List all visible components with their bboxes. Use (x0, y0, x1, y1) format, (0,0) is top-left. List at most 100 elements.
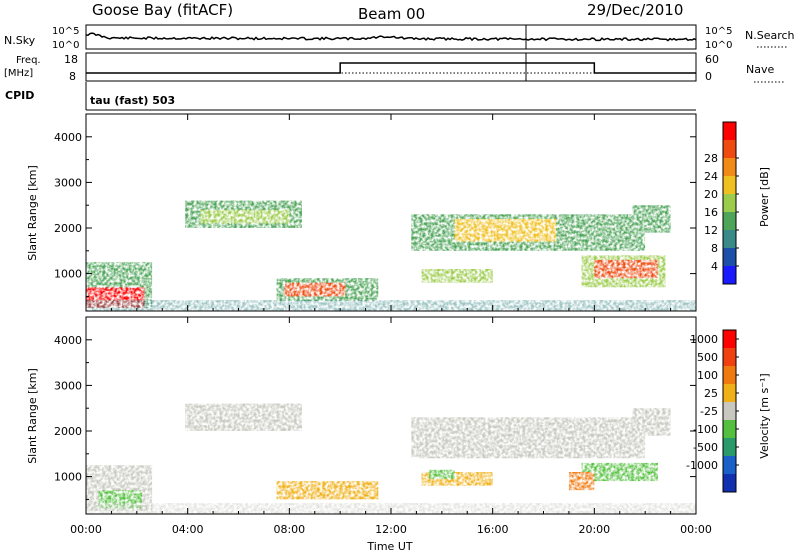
frequency-panel: Freq. [MHz] 18 8 60 0 Nave CPID tau (fas… (4, 52, 784, 111)
colorbar-swatch (723, 348, 736, 366)
y-tick-label: 2000 (54, 222, 82, 235)
x-tick-label: 00:00 (70, 523, 102, 536)
colorbar-tick-label: -1000 (686, 459, 718, 472)
colorbar-tick-label: 20 (704, 188, 718, 201)
y-tick-label: 1000 (54, 471, 82, 484)
velocity-data-layer (86, 403, 696, 514)
cpid-label: CPID (5, 89, 34, 102)
velocity-x-ticks: 00:00 04:00 08:00 12:00 16:00 20:00 00:00 (70, 114, 712, 536)
velocity-colorbar: 1000 500 100 25 -25 -100 -500 -1000 (686, 329, 739, 493)
y-tick-label: 3000 (54, 379, 82, 392)
frequency-trace (86, 62, 696, 74)
velocity-colorbar-label: Velocity [m s⁻¹] (758, 373, 771, 458)
frequency-label-bottom: [MHz] (4, 68, 33, 79)
frequency-tick-bottom: 8 (69, 70, 76, 83)
colorbar-swatch (723, 456, 736, 474)
y-tick-label: 1000 (54, 268, 82, 281)
colorbar-swatch (723, 438, 736, 456)
x-tick-label: 00:00 (680, 523, 712, 536)
colorbar-tick-label: 28 (704, 152, 718, 165)
nave-tick-top: 60 (705, 53, 719, 66)
power-y-ticks: 1000 2000 3000 4000 (54, 131, 696, 297)
colorbar-swatch (723, 420, 736, 438)
x-tick-label: 04:00 (172, 523, 204, 536)
frequency-tick-top: 18 (64, 53, 78, 66)
noise-left-tick-bottom: 10^0 (52, 40, 79, 51)
frequency-label-top: Freq. (16, 55, 41, 66)
colorbar-tick-label: 25 (704, 387, 718, 400)
velocity-panel-frame (85, 316, 697, 515)
colorbar-swatch (723, 122, 736, 140)
data-region (568, 472, 595, 491)
velocity-x-axis-label: Time UT (366, 540, 412, 553)
data-region (594, 259, 658, 279)
noise-trace (85, 32, 697, 42)
data-region (284, 282, 346, 297)
noise-right-tick-top: 10^5 (705, 26, 732, 37)
nave-tick-bottom: 0 (705, 70, 712, 83)
colorbar-swatch (723, 402, 736, 420)
colorbar-swatch (723, 158, 736, 176)
colorbar-tick-label: -100 (693, 423, 718, 436)
y-tick-label: 2000 (54, 425, 82, 438)
colorbar-tick-label: 100 (697, 369, 718, 382)
data-region (185, 403, 302, 431)
colorbar-swatch (723, 212, 736, 230)
power-panel: 1000 2000 3000 4000 Slant Range [km] 4 8 12 16… (26, 113, 771, 312)
colorbar-tick-label: -500 (693, 441, 718, 454)
colorbar-tick-label: 4 (711, 260, 718, 273)
date-title: 29/Dec/2010 (587, 1, 683, 19)
noise-left-tick-top: 10^5 (52, 26, 79, 37)
velocity-panel: 1000 2000 3000 4000 Slant Range [km] 1000 50… (26, 114, 771, 553)
colorbar-swatch (723, 176, 736, 194)
colorbar-swatch (723, 366, 736, 384)
data-region (632, 205, 671, 233)
x-tick-label: 20:00 (578, 523, 610, 536)
x-tick-label: 12:00 (375, 523, 407, 536)
noise-right-label: N.Search (745, 29, 795, 42)
colorbar-frame (722, 121, 737, 285)
frequency-panel-frame (85, 52, 697, 82)
x-tick-label: 16:00 (477, 523, 509, 536)
power-y-axis-label: Slant Range [km] (26, 165, 39, 261)
colorbar-swatch (723, 384, 736, 402)
data-region (632, 408, 671, 436)
data-region (200, 209, 290, 224)
noise-panel-frame (85, 24, 697, 50)
x-tick-label: 08:00 (273, 523, 305, 536)
data-region (581, 462, 658, 482)
velocity-y-axis-label: Slant Range [km] (26, 368, 39, 464)
station-title: Goose Bay (fitACF) (92, 1, 233, 19)
colorbar-swatch (723, 330, 736, 348)
nave-label: Nave (746, 63, 774, 76)
colorbar-swatch (723, 194, 736, 212)
y-tick-label: 4000 (54, 131, 82, 144)
colorbar-tick-label: 500 (697, 351, 718, 364)
colorbar-tick-label: 12 (704, 224, 718, 237)
data-region (411, 417, 646, 459)
colorbar-tick-label: 1000 (690, 333, 718, 346)
colorbar-tick-label: 16 (704, 206, 718, 219)
colorbar-tick-label: 8 (711, 242, 718, 255)
noise-right-tick-bottom: 10^0 (705, 40, 732, 51)
data-region (454, 218, 557, 242)
power-colorbar-label: Power [dB] (758, 167, 771, 227)
y-tick-label: 4000 (54, 334, 82, 347)
colorbar-tick-label: 24 (704, 170, 718, 183)
y-tick-label: 3000 (54, 176, 82, 189)
power-colorbar: 4 8 12 16 20 24 28 (704, 121, 739, 285)
colorbar-swatch (723, 140, 736, 158)
colorbar-swatch (723, 230, 736, 248)
colorbar-tick-label: -25 (700, 405, 718, 418)
beam-title: Beam 00 (358, 5, 425, 23)
data-region (276, 481, 379, 500)
colorbar-swatch (723, 474, 736, 492)
noise-left-label: N.Sky (4, 34, 36, 47)
power-data-layer (86, 200, 696, 311)
colorbar-swatch (723, 248, 736, 266)
noise-panel: N.Sky 10^5 10^0 10^5 10^0 N.Search (4, 24, 795, 51)
cpid-value: tau (fast) 503 (90, 94, 175, 107)
data-region (421, 269, 493, 283)
velocity-y-ticks: 1000 2000 3000 4000 (54, 334, 696, 500)
